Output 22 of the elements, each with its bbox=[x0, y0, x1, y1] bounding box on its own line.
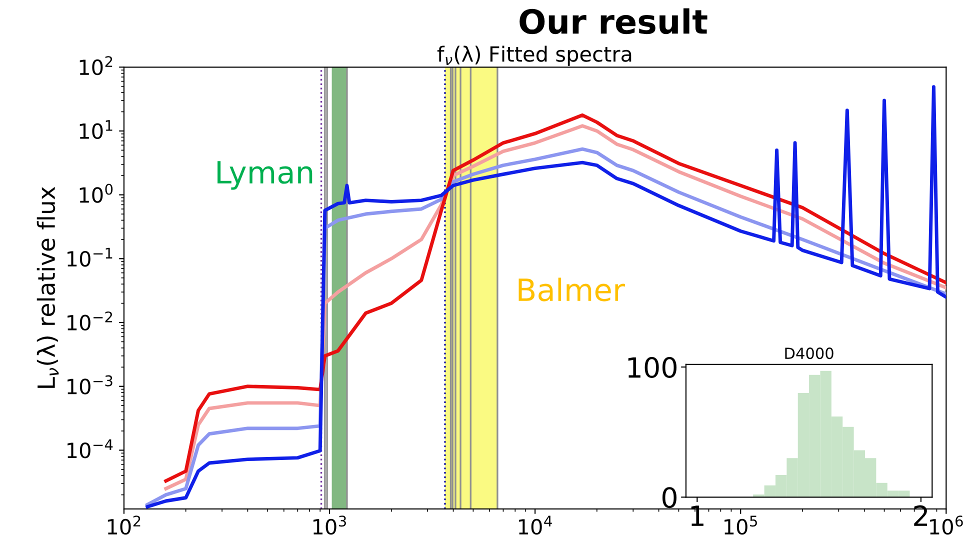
x-tick-label: 2 bbox=[914, 505, 927, 526]
y-tick-label: 10$^{−1}$ bbox=[68, 248, 112, 267]
y-tick-label: 10$^{−2}$ bbox=[68, 311, 112, 331]
x-tick-label: 10$^{2}$ bbox=[108, 516, 140, 535]
band-label: Lyman bbox=[218, 161, 312, 190]
y-axis-title: L$_{ν}$(λ) relative flux bbox=[36, 186, 59, 388]
y-tick-label: 100 bbox=[628, 356, 676, 378]
y-tick-label: 10$^{2}$ bbox=[80, 56, 112, 76]
y-tick-label: 10$^{−4}$ bbox=[68, 439, 113, 458]
y-tick-label: 0 bbox=[662, 487, 676, 508]
chart-subtitle: f$_{ν}$(λ) Fitted spectra bbox=[437, 46, 632, 66]
x-tick-label: 10$^{5}$ bbox=[724, 516, 757, 535]
y-tick-label: 10$^{1}$ bbox=[80, 120, 112, 140]
y-tick-label: 10$^{0}$ bbox=[80, 184, 113, 203]
x-tick-label: 10$^{6}$ bbox=[930, 516, 963, 535]
x-tick-label: 10$^{4}$ bbox=[519, 516, 552, 535]
chart-title: D4000 bbox=[785, 348, 834, 360]
x-tick-label: 1 bbox=[691, 506, 704, 526]
band-label: Balmer bbox=[518, 278, 626, 302]
x-tick-label: 10$^{3}$ bbox=[313, 516, 346, 535]
y-tick-label: 10$^{−3}$ bbox=[68, 375, 112, 394]
chart-title: Our result bbox=[520, 8, 708, 34]
